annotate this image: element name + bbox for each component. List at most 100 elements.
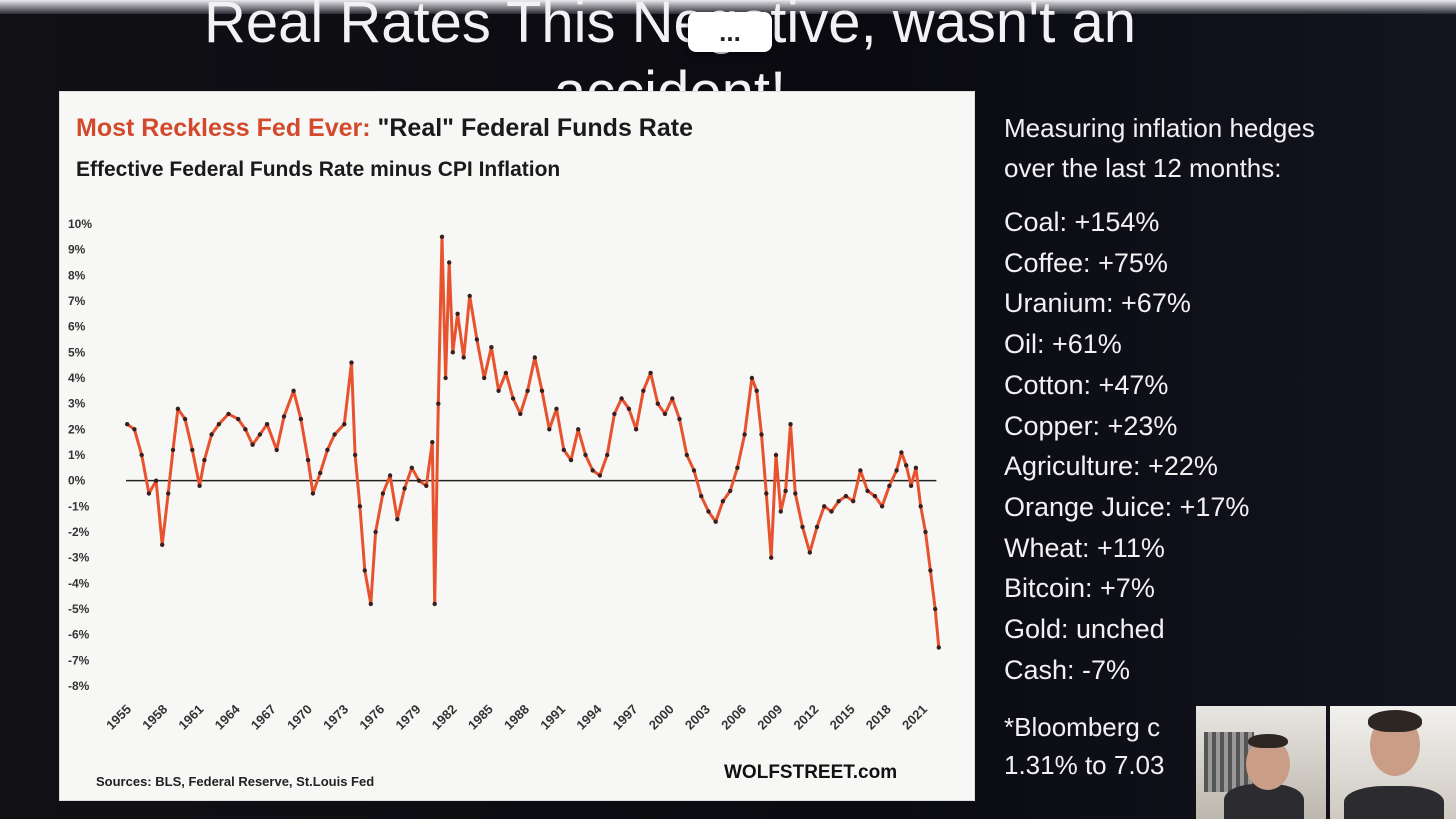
data-point (706, 509, 711, 514)
data-point (424, 483, 429, 488)
data-point (641, 388, 646, 393)
slide-title-continued: accident! (553, 62, 787, 96)
data-point (467, 293, 472, 299)
data-point (769, 555, 774, 560)
data-point (146, 491, 152, 496)
data-point (525, 388, 530, 393)
hedge-item-cash: Cash: -7% (1004, 654, 1131, 685)
data-point (352, 452, 358, 458)
data-point (387, 473, 393, 478)
data-point (380, 491, 386, 496)
chart-brand: WOLFSTREET.com (724, 762, 898, 783)
more-options-button[interactable]: ... (688, 12, 772, 52)
data-point (182, 416, 188, 422)
y-tick-label: -5% (68, 602, 90, 616)
data-point (655, 401, 660, 406)
inflation-hedges-panel: Measuring inflation hedges over the last… (1004, 108, 1444, 784)
data-point (923, 529, 928, 535)
hedge-item-coal: Coal: +154% (1004, 207, 1160, 237)
hedge-item-wheat: Wheat: +11% (1004, 532, 1165, 563)
data-point (439, 234, 445, 239)
data-point (450, 350, 455, 355)
y-tick-label: 6% (68, 320, 86, 334)
x-tick-label: 1967 (248, 702, 279, 733)
data-point (518, 411, 523, 417)
footnote-line1: *Bloomberg c (1004, 712, 1161, 743)
data-point (865, 488, 870, 494)
data-point (243, 427, 248, 432)
x-tick-label: 1979 (393, 702, 424, 733)
top-edge (0, 0, 1456, 14)
y-tick-label: -1% (68, 499, 90, 513)
data-point (357, 504, 363, 509)
data-point (430, 440, 435, 445)
hedge-item-copper: Copper: +23% (1004, 410, 1178, 441)
data-point (619, 396, 624, 401)
data-point (800, 524, 805, 530)
data-point (281, 414, 287, 419)
x-tick-label: 2018 (863, 702, 894, 733)
x-tick-label: 1970 (284, 702, 315, 733)
x-tick-label: 1991 (537, 702, 568, 733)
hedge-item-oil: Oil: +61% (1004, 329, 1122, 360)
hedges-heading-line1: Measuring inflation hedges (1004, 113, 1315, 143)
data-point (670, 396, 675, 401)
y-tick-label: 1% (68, 448, 86, 462)
data-point (576, 427, 581, 432)
data-point (913, 465, 919, 470)
data-point (872, 493, 878, 499)
hedge-item-coffee: Coffee: +75% (1004, 247, 1168, 278)
data-point (908, 483, 914, 488)
data-point (395, 517, 400, 522)
data-point (160, 542, 165, 547)
data-point (496, 388, 501, 393)
data-point (373, 529, 378, 535)
data-point (904, 463, 909, 468)
data-point (432, 601, 437, 607)
data-point (197, 483, 202, 488)
data-point (166, 491, 171, 496)
data-point (503, 370, 509, 376)
data-point (202, 457, 207, 463)
data-point (894, 468, 899, 473)
footnote: *Bloomberg c 1.31% to 7.03 (1004, 708, 1444, 784)
data-point (568, 457, 574, 463)
data-point (510, 396, 516, 401)
x-tick-label: 2015 (827, 702, 858, 733)
y-tick-label: -3% (68, 551, 90, 565)
data-point (554, 406, 559, 411)
data-point (489, 345, 494, 350)
data-point (778, 509, 783, 514)
participant-video-tile[interactable] (1330, 706, 1456, 819)
data-point (612, 411, 617, 417)
x-tick-label: 1961 (175, 702, 206, 733)
hedge-item-orange-juice: Orange Juice: +17% (1004, 491, 1250, 522)
hedges-list: Coal: +154% Coffee: +75% Uranium: +67% O… (1004, 202, 1444, 690)
data-point (436, 401, 441, 406)
data-point (561, 447, 566, 453)
data-point (257, 432, 263, 437)
data-point (822, 504, 827, 509)
data-point (691, 468, 697, 473)
data-point (250, 442, 255, 447)
data-point (216, 422, 222, 427)
data-point (482, 375, 487, 381)
data-point (264, 422, 270, 427)
data-point (139, 452, 144, 458)
data-point (735, 465, 740, 470)
chart-subtitle: Effective Federal Funds Rate minus CPI I… (76, 158, 561, 181)
data-point (461, 355, 466, 360)
participant-video-tile[interactable] (1196, 706, 1326, 819)
data-point (899, 450, 904, 455)
x-tick-label: 1997 (610, 702, 641, 733)
y-tick-label: 5% (68, 345, 86, 359)
y-tick-label: 0% (68, 474, 86, 488)
y-tick-label: 10% (68, 217, 92, 231)
data-point (447, 260, 452, 265)
chart-title-highlight: Most Reckless Fed Ever: (76, 114, 371, 142)
data-point (879, 504, 885, 509)
chart-card: Most Reckless Fed Ever: "Real" Federal F… (60, 92, 974, 800)
data-point (829, 509, 834, 514)
data-point (858, 468, 863, 473)
data-point (402, 486, 407, 491)
